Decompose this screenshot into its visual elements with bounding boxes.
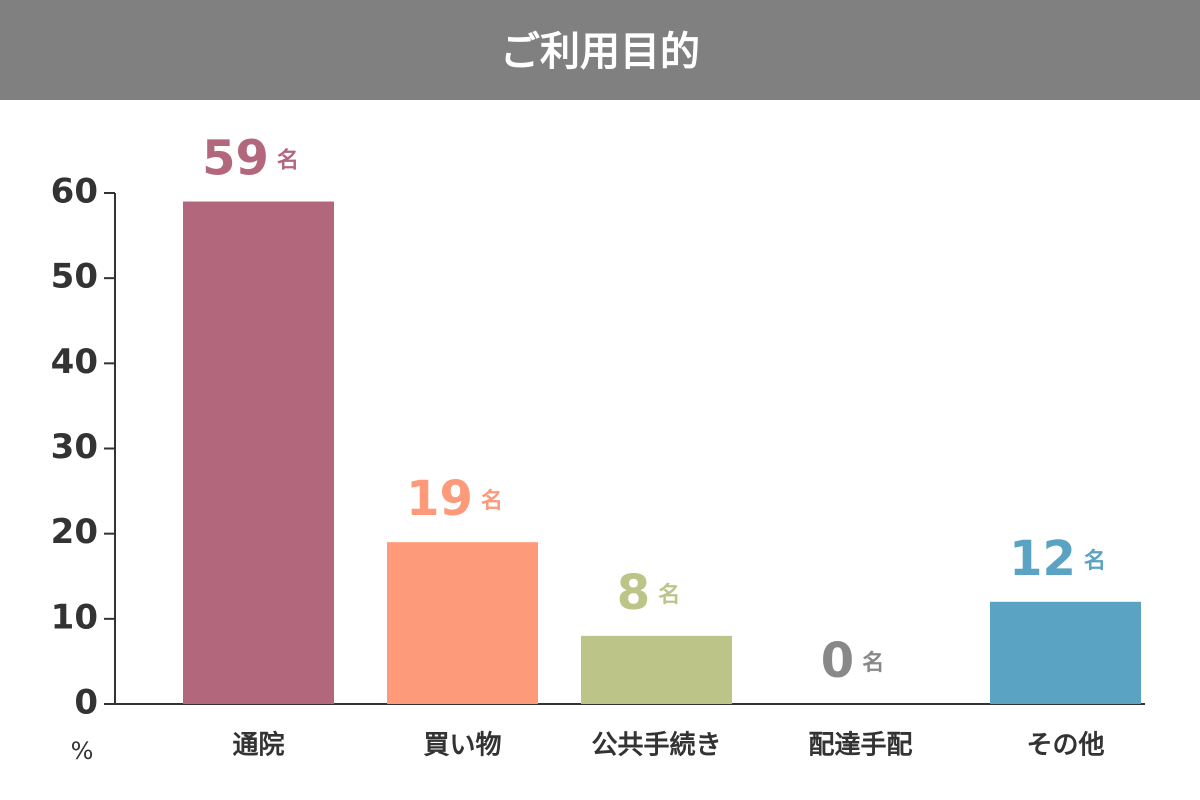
data-value: 0: [821, 633, 854, 689]
data-label: 59 名: [202, 131, 299, 187]
y-tick-label: 50: [51, 257, 98, 297]
bar: [183, 201, 334, 704]
data-unit: 名: [862, 650, 884, 676]
data-unit: 名: [277, 148, 299, 174]
data-label: 12 名: [1009, 531, 1106, 587]
x-tick-label: 公共手続き: [591, 730, 721, 761]
data-unit: 名: [1084, 548, 1106, 574]
x-tick-label: 配達手配: [808, 731, 912, 761]
data-value: 19: [406, 471, 473, 527]
bar: [990, 601, 1141, 704]
y-tick-label: 20: [51, 512, 98, 552]
y-tick-label: 60: [51, 172, 98, 212]
x-tick-label: その他: [1026, 731, 1104, 761]
x-tick-label: 買い物: [423, 731, 501, 761]
data-value: 59: [202, 131, 269, 187]
title-bar: [0, 0, 1200, 100]
data-value: 12: [1009, 531, 1076, 587]
bar: [387, 542, 538, 704]
chart-title: ご利用目的: [500, 29, 700, 75]
y-axis-label: %: [71, 737, 94, 765]
data-label: 19 名: [406, 471, 503, 527]
y-tick-label: 40: [51, 342, 98, 382]
data-unit: 名: [658, 582, 680, 608]
y-tick-label: 0: [74, 683, 98, 723]
x-tick-label: 通院: [232, 730, 284, 761]
data-unit: 名: [481, 488, 503, 514]
bar: [581, 635, 732, 704]
y-tick-label: 30: [51, 427, 98, 467]
y-tick-label: 10: [51, 597, 98, 637]
data-value: 8: [617, 565, 650, 621]
